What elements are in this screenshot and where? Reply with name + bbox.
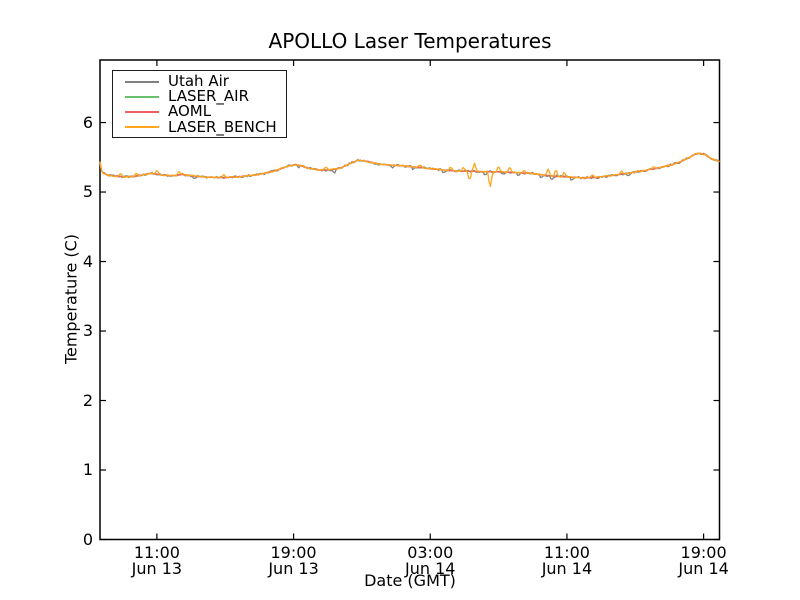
series-line-laser-bench xyxy=(99,152,720,188)
x-tick-time: 19:00 xyxy=(270,543,317,562)
x-tick-date: Jun 14 xyxy=(678,558,729,578)
y-tick-label: 6 xyxy=(82,112,93,132)
legend-item-laser-air: LASER_AIR xyxy=(113,89,286,104)
legend-label-aoml: AOML xyxy=(168,102,212,121)
legend-swatch-laser-air xyxy=(125,95,159,98)
x-tick-label: 03:00 Jun 14 xyxy=(370,545,490,576)
chart-title: APOLLO Laser Temperatures xyxy=(268,29,552,53)
y-tick-label: 0 xyxy=(82,529,93,549)
y-tick-label: 4 xyxy=(82,251,93,271)
legend-swatch-aoml xyxy=(125,110,159,113)
y-tick-label: 5 xyxy=(82,182,93,202)
x-tick-label: 19:00 Jun 14 xyxy=(644,545,764,576)
x-tick-label: 11:00 Jun 14 xyxy=(507,545,627,576)
plot-border xyxy=(99,59,721,541)
x-tick-time: 11:00 xyxy=(133,543,180,562)
legend-item-utah-air: Utah Air xyxy=(113,74,286,89)
x-tick-time: 11:00 xyxy=(543,543,590,562)
x-tick-time: 03:00 xyxy=(407,543,454,562)
legend-box: Utah Air LASER_AIR AOML LASER_BENCH xyxy=(112,70,287,138)
x-tick-label: 11:00 Jun 13 xyxy=(97,545,217,576)
legend-item-aoml: AOML xyxy=(113,104,286,119)
y-tick-label: 3 xyxy=(82,321,93,341)
x-tick-label: 19:00 Jun 13 xyxy=(234,545,354,576)
legend-swatch-utah-air xyxy=(125,80,159,83)
y-tick-label: 1 xyxy=(82,460,93,479)
y-tick-label: 2 xyxy=(82,390,93,410)
legend-swatch-laser-bench xyxy=(125,126,159,129)
x-tick-date: Jun 13 xyxy=(268,558,319,578)
x-tick-time: 19:00 xyxy=(680,543,727,562)
legend-label-laser-bench: LASER_BENCH xyxy=(168,117,277,136)
x-axis-label: Date (GMT) xyxy=(364,571,456,590)
x-tick-date: Jun 14 xyxy=(405,558,456,578)
legend-item-laser-bench: LASER_BENCH xyxy=(113,117,286,136)
x-tick-date: Jun 14 xyxy=(541,558,593,578)
legend-label-laser-air: LASER_AIR xyxy=(168,87,249,106)
legend-label-utah-air: Utah Air xyxy=(168,72,229,91)
x-tick-date: Jun 13 xyxy=(131,558,183,578)
